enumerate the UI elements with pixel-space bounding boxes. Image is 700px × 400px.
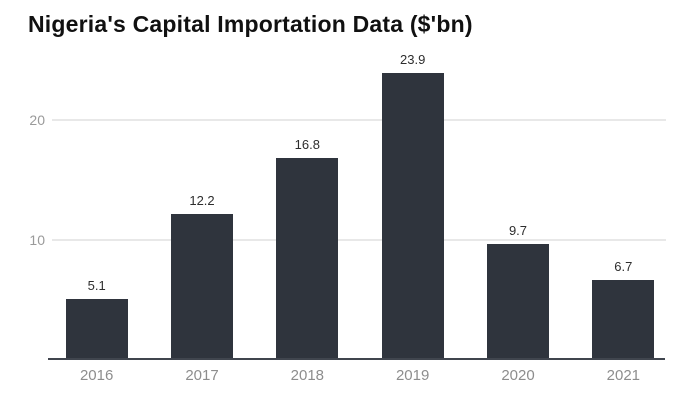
gridline-y-20 bbox=[52, 119, 666, 121]
y-axis-tick-label: 10 bbox=[29, 232, 45, 248]
x-axis-tick-label: 2020 bbox=[501, 367, 535, 384]
x-axis-tick-label: 2019 bbox=[395, 367, 430, 384]
bar-2017 bbox=[171, 213, 233, 360]
bar-2020 bbox=[487, 243, 549, 360]
bar-value-label: 23.9 bbox=[400, 52, 426, 68]
bar-2016 bbox=[65, 298, 128, 360]
bar-value-label: 6.7 bbox=[614, 258, 633, 274]
x-axis-tick-label: 2017 bbox=[185, 367, 219, 384]
bar-value-label: 5.1 bbox=[87, 277, 106, 293]
bar-2019 bbox=[381, 73, 444, 360]
chart-title: Nigeria's Capital Importation Data ($'bn… bbox=[28, 11, 473, 37]
x-axis-tick-label: 2021 bbox=[606, 367, 641, 384]
bar-2018 bbox=[276, 158, 339, 360]
x-axis-line bbox=[48, 358, 665, 360]
x-axis-tick-label: 2016 bbox=[79, 367, 114, 384]
gridline-y-10 bbox=[52, 239, 666, 241]
y-axis-tick-label: 20 bbox=[29, 112, 45, 128]
bar-value-label: 9.7 bbox=[508, 222, 528, 238]
bar-value-label: 12.2 bbox=[189, 192, 215, 208]
x-axis-tick-label: 2018 bbox=[290, 367, 325, 384]
bar-2021 bbox=[592, 279, 655, 360]
bar-value-label: 16.8 bbox=[294, 137, 320, 153]
